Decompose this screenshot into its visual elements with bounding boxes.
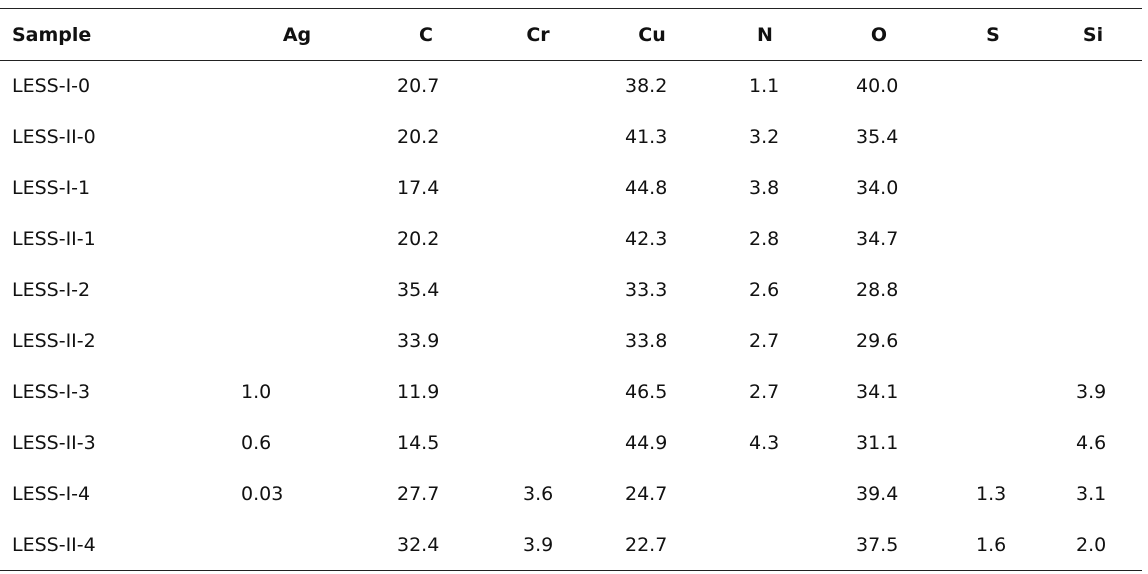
table-cell: 4.3 — [749, 432, 780, 454]
table-cell: 3.1 — [1076, 483, 1107, 505]
table-cell: 1.3 — [976, 483, 1007, 505]
column-header: Cu — [638, 24, 666, 46]
table-cell: 39.4 — [856, 483, 899, 505]
table-cell: 33.3 — [625, 279, 668, 301]
column-header: N — [757, 24, 773, 46]
table-cell: 24.7 — [625, 483, 668, 505]
table-cell: 34.1 — [856, 381, 899, 403]
header-rule — [0, 60, 1142, 61]
table-cell: 2.8 — [749, 228, 780, 250]
table-cell: 29.6 — [856, 330, 899, 352]
table-cell: 3.2 — [749, 126, 780, 148]
table-cell: 0.6 — [241, 432, 272, 454]
table-cell: 44.8 — [625, 177, 668, 199]
table-cell: 33.8 — [625, 330, 668, 352]
column-header: Si — [1082, 24, 1104, 46]
table-cell: 27.7 — [397, 483, 440, 505]
table-cell: 22.7 — [625, 534, 668, 556]
table-cell: 31.1 — [856, 432, 899, 454]
table-cell: 41.3 — [625, 126, 668, 148]
column-header: O — [870, 24, 888, 46]
table-cell: 11.9 — [397, 381, 440, 403]
table-cell: 1.0 — [241, 381, 272, 403]
table-cell: 1.6 — [976, 534, 1007, 556]
table-cell: 2.6 — [749, 279, 780, 301]
sample-name: LESS-II-2 — [12, 330, 96, 352]
table-cell: 20.2 — [397, 228, 440, 250]
table-cell: 42.3 — [625, 228, 668, 250]
table-cell: 35.4 — [856, 126, 899, 148]
bottom-rule — [0, 570, 1142, 571]
table-cell: 2.7 — [749, 330, 780, 352]
table-cell: 3.9 — [1076, 381, 1107, 403]
table-cell: 3.6 — [523, 483, 554, 505]
table-cell: 32.4 — [397, 534, 440, 556]
sample-name: LESS-II-0 — [12, 126, 96, 148]
column-header: S — [986, 24, 1000, 46]
table-cell: 2.0 — [1076, 534, 1107, 556]
table-cell: 14.5 — [397, 432, 440, 454]
table-cell: 34.7 — [856, 228, 899, 250]
table-cell: 20.2 — [397, 126, 440, 148]
table-cell: 3.8 — [749, 177, 780, 199]
column-header: Sample — [12, 24, 92, 46]
table-cell: 3.9 — [523, 534, 554, 556]
table-cell: 34.0 — [856, 177, 899, 199]
column-header: Cr — [526, 24, 550, 46]
table-cell: 28.8 — [856, 279, 899, 301]
sample-name: LESS-II-1 — [12, 228, 96, 250]
sample-name: LESS-I-3 — [12, 381, 91, 403]
sample-name: LESS-I-4 — [12, 483, 91, 505]
table-cell: 2.7 — [749, 381, 780, 403]
table-cell: 33.9 — [397, 330, 440, 352]
sample-name: LESS-I-2 — [12, 279, 91, 301]
table-cell: 20.7 — [397, 75, 440, 97]
sample-name: LESS-II-3 — [12, 432, 96, 454]
table-cell: 40.0 — [856, 75, 899, 97]
column-header: C — [419, 24, 433, 46]
table-cell: 44.9 — [625, 432, 668, 454]
table-cell: 46.5 — [625, 381, 668, 403]
table-cell: 35.4 — [397, 279, 440, 301]
table-cell: 0.03 — [241, 483, 284, 505]
column-header: Ag — [282, 24, 312, 46]
sample-name: LESS-I-0 — [12, 75, 91, 97]
sample-name: LESS-II-4 — [12, 534, 96, 556]
top-rule — [0, 8, 1142, 9]
table-cell: 37.5 — [856, 534, 899, 556]
table-cell: 38.2 — [625, 75, 668, 97]
table-cell: 1.1 — [749, 75, 780, 97]
table-cell: 4.6 — [1076, 432, 1107, 454]
sample-name: LESS-I-1 — [12, 177, 91, 199]
table-cell: 17.4 — [397, 177, 440, 199]
